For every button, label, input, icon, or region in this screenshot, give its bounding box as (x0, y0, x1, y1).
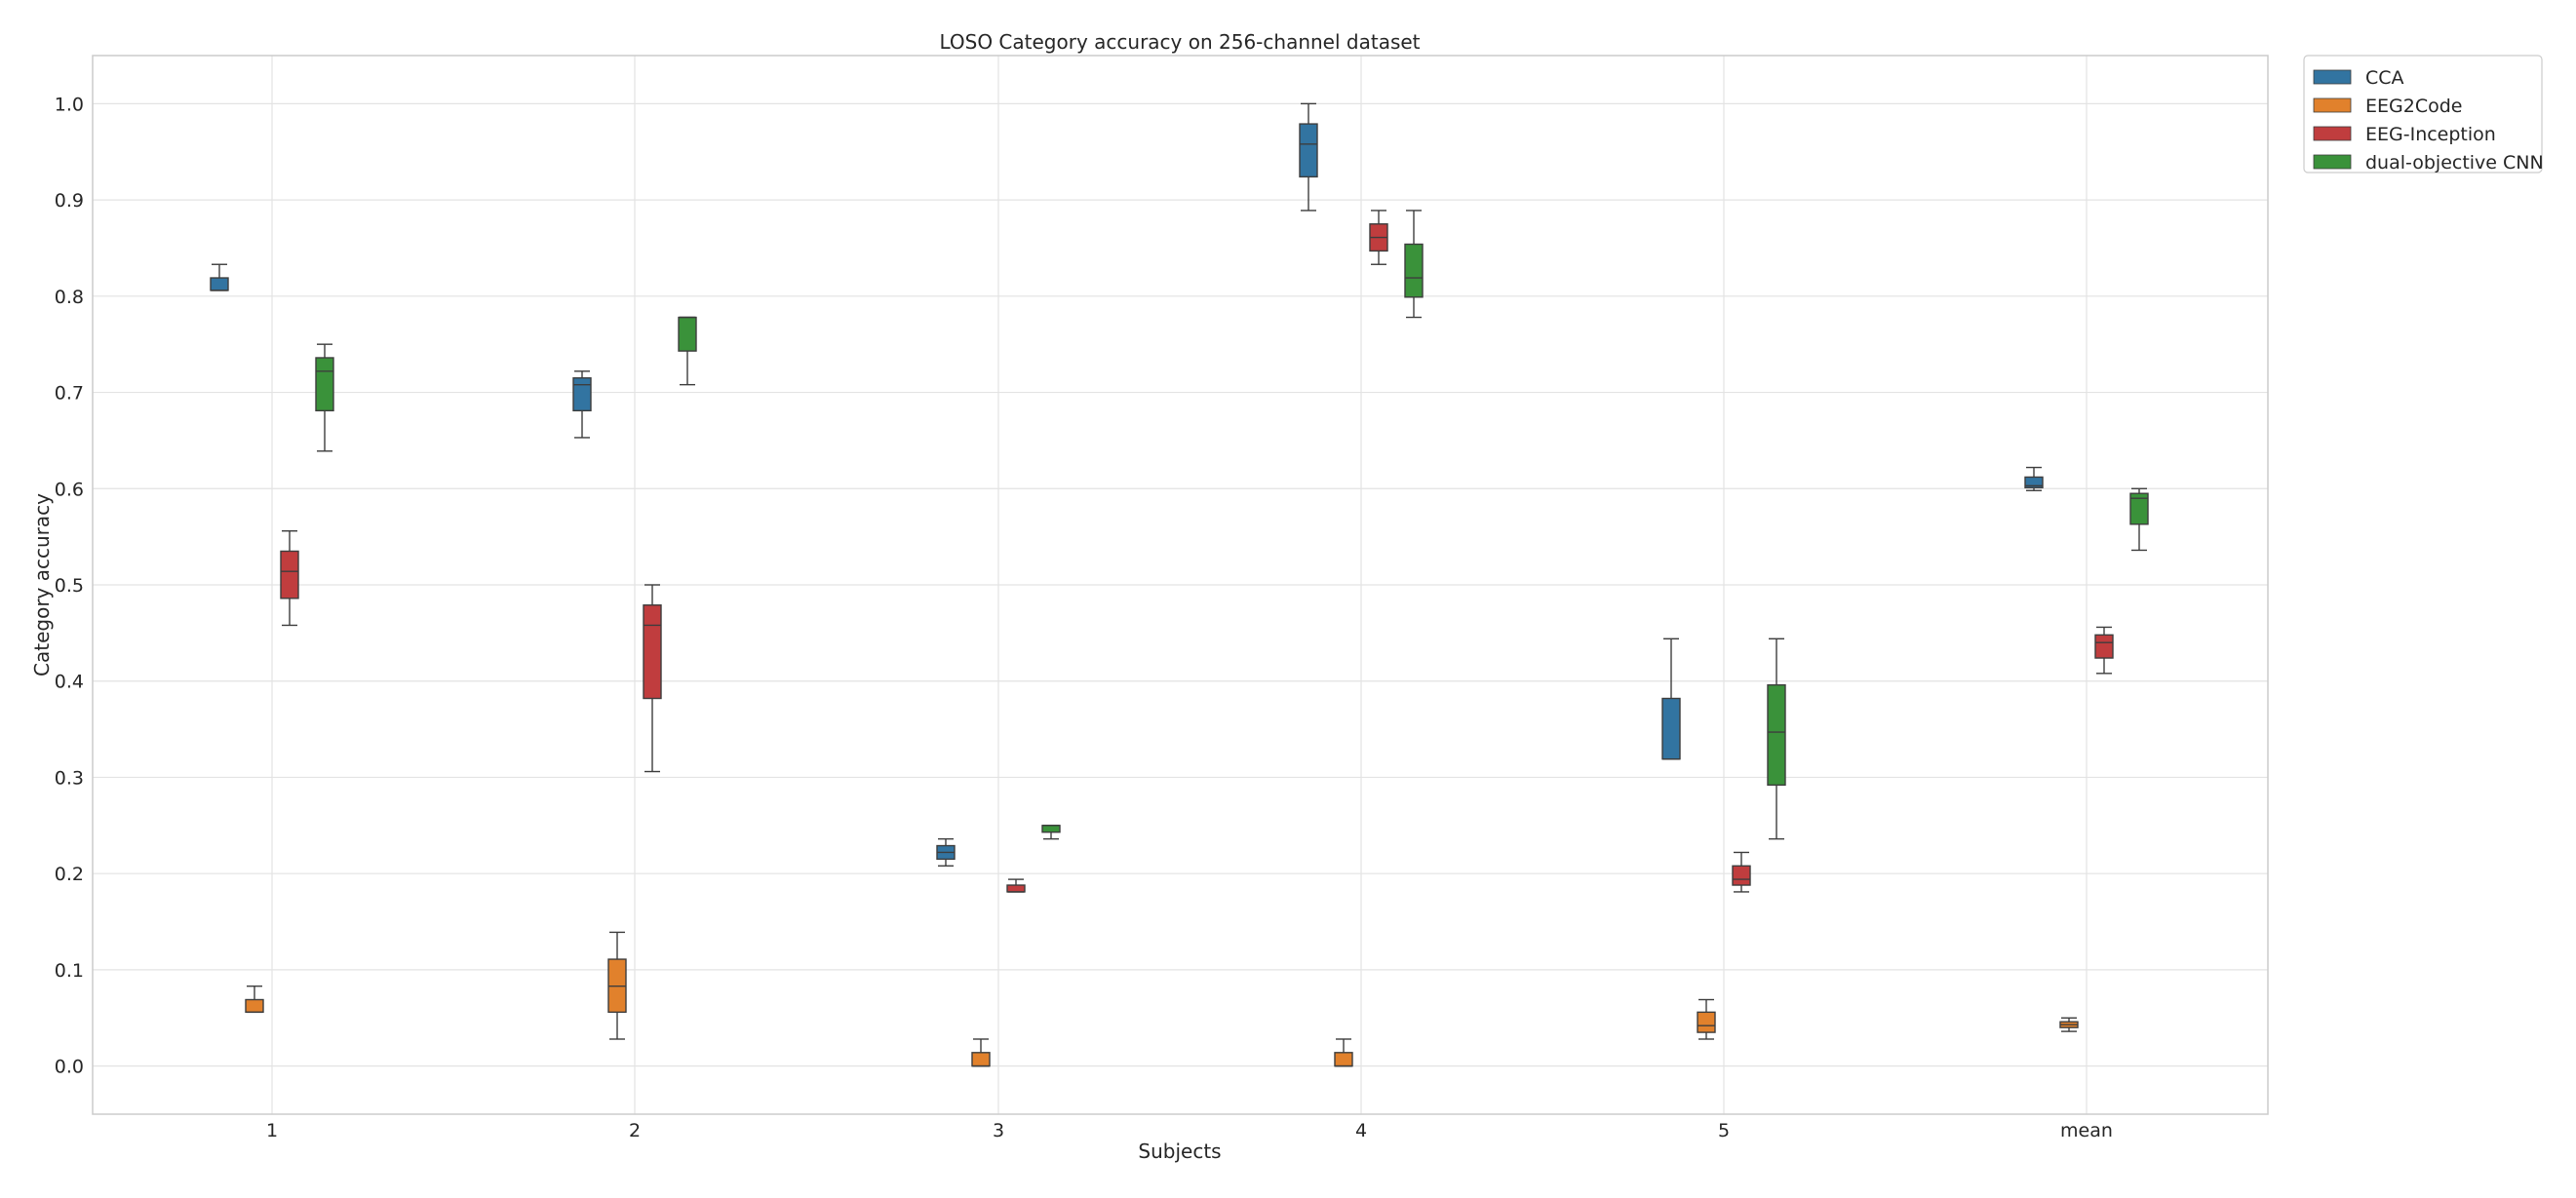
x-tick-label: 4 (1355, 1120, 1367, 1141)
x-axis-label: Subjects (1138, 1140, 1221, 1163)
box-eeg2code-5 (1697, 998, 1716, 1040)
box-eeg-inception-mean (2094, 626, 2114, 675)
box-dual-objective-cnn-mean (2129, 487, 2149, 552)
x-tick-label: 5 (1718, 1120, 1730, 1141)
box-body (1006, 884, 1026, 893)
box-body (2094, 634, 2114, 659)
legend-label: EEG2Code (2365, 96, 2462, 117)
y-tick-label: 0.6 (55, 479, 84, 500)
y-tick-label: 0.2 (55, 864, 84, 885)
x-tick-label: 2 (629, 1120, 641, 1141)
box-cca-mean (2024, 466, 2044, 491)
tick-labels: 0.0 0.1 0.2 0.3 0.4 0.5 0.6 0.7 0.8 0.9 1.0 1 2 3 4 5 me… (55, 94, 2113, 1141)
x-tick-label: mean (2060, 1120, 2113, 1141)
box-body (1334, 1052, 1353, 1067)
y-tick-label: 0.5 (55, 575, 84, 597)
box-body (280, 550, 299, 599)
box-dual-objective-cnn-3 (1041, 825, 1061, 840)
chart-title: LOSO Category accuracy on 256-channel da… (939, 30, 1420, 54)
box-eeg2code-4 (1334, 1038, 1353, 1067)
plot-frame (92, 55, 2269, 1115)
box-body (1661, 697, 1681, 760)
legend-swatch (2313, 97, 2352, 113)
box-body (572, 377, 592, 412)
box-eeg-inception-5 (1732, 851, 1751, 893)
y-tick-label: 0.7 (55, 383, 84, 405)
y-tick-label: 0.1 (55, 960, 84, 982)
legend-frame (2303, 55, 2543, 174)
box-cca-2 (572, 370, 592, 439)
y-axis-label: Category accuracy (30, 493, 54, 676)
y-tick-label: 1.0 (55, 94, 84, 115)
grid (93, 56, 2268, 1114)
box-body (1697, 1011, 1716, 1033)
legend: CCA EEG2Code EEG-Inception dual-objective C… (2303, 55, 2544, 174)
x-tick-label: 3 (993, 1120, 1004, 1141)
box-eeg2code-2 (607, 931, 627, 1040)
box-cca-1 (210, 263, 229, 291)
box-cca-4 (1299, 102, 1318, 212)
box-body (1732, 865, 1751, 886)
box-cca-3 (936, 837, 956, 867)
box-layer (210, 102, 2149, 1067)
box-body (315, 357, 334, 412)
y-tick-label: 0.4 (55, 672, 84, 693)
box-body (1299, 123, 1318, 178)
box-body (971, 1052, 991, 1067)
box-eeg-inception-4 (1369, 210, 1388, 265)
box-body (2129, 492, 2149, 525)
y-tick-label: 0.3 (55, 767, 84, 789)
legend-label: dual-objective CNN (2365, 152, 2544, 174)
box-dual-objective-cnn-5 (1767, 638, 1786, 840)
legend-label: CCA (2365, 67, 2404, 89)
box-eeg-inception-2 (643, 584, 662, 773)
box-dual-objective-cnn-2 (678, 316, 697, 386)
y-tick-label: 0.9 (55, 190, 84, 212)
box-body (210, 277, 229, 291)
box-dual-objective-cnn-4 (1404, 210, 1424, 319)
box-cca-5 (1661, 638, 1681, 760)
box-eeg-inception-3 (1006, 878, 1026, 893)
legend-swatch (2313, 154, 2352, 170)
y-tick-label: 0.8 (55, 287, 84, 308)
box-body (1767, 683, 1786, 787)
box-body (643, 604, 662, 700)
legend-swatch (2313, 69, 2352, 85)
box-eeg2code-mean (2059, 1017, 2079, 1032)
box-body (2024, 476, 2044, 488)
box-body (245, 998, 264, 1014)
box-body (678, 316, 697, 352)
box-body (1404, 243, 1424, 298)
box-eeg2code-1 (245, 985, 264, 1014)
legend-label: EEG-Inception (2365, 124, 2496, 145)
y-tick-label: 0.0 (55, 1057, 84, 1078)
box-body (1041, 825, 1061, 833)
box-eeg-inception-1 (280, 530, 299, 627)
legend-swatch (2313, 126, 2352, 141)
x-tick-label: 1 (266, 1120, 278, 1141)
box-eeg2code-3 (971, 1038, 991, 1067)
box-dual-objective-cnn-1 (315, 343, 334, 452)
